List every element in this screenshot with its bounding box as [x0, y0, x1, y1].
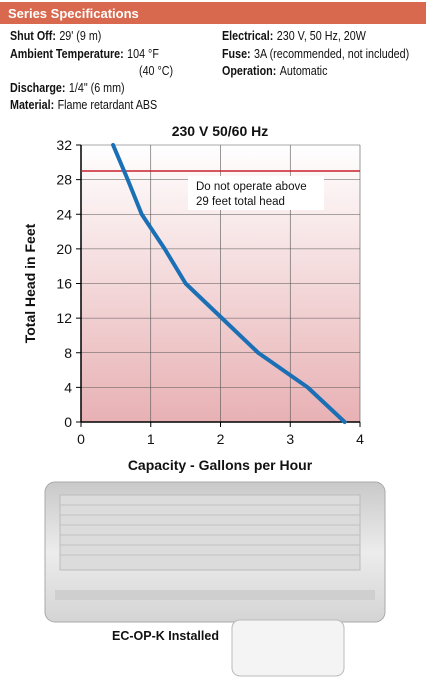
x-tick-label: 4: [356, 431, 364, 447]
specs: Shut Off: 29' (9 m) Ambient Temperature: 10…: [10, 29, 409, 112]
spec-line: Shut Off: 29' (9 m): [10, 29, 101, 43]
y-axis-label: Total Head in Feet: [22, 223, 38, 343]
y-tick-label: 0: [64, 414, 72, 430]
annotation: Do not operate above: [196, 181, 307, 193]
x-axis-label: Capacity - Gallons per Hour: [128, 457, 313, 473]
spec-line: Material: Flame retardant ABS: [10, 98, 157, 112]
spec-value: 104 °F: [127, 47, 159, 61]
spec-line: Fuse: 3A (recommended, not included): [222, 47, 409, 61]
spec-label: Fuse:: [222, 47, 251, 61]
spec-value: Flame retardant ABS: [58, 98, 158, 112]
chart-title: 230 V 50/60 Hz: [172, 123, 269, 139]
spec-label: Electrical:: [222, 29, 273, 43]
spec-line: (40 °C): [139, 64, 173, 78]
y-tick-label: 24: [56, 206, 72, 222]
spec-label: Material:: [10, 98, 54, 112]
annotation: 29 feet total head: [196, 196, 285, 208]
x-tick-label: 2: [217, 431, 225, 447]
x-tick-label: 3: [286, 431, 294, 447]
spec-value: 29' (9 m): [59, 29, 101, 43]
y-tick-label: 16: [56, 276, 72, 292]
spec-line: Electrical: 230 V, 50 Hz, 20W: [222, 29, 366, 43]
spec-line: Ambient Temperature: 104 °F: [10, 47, 159, 61]
ac-grille: [59, 494, 361, 571]
line-series: [111, 143, 347, 424]
header-bar: [0, 2, 426, 24]
y-tick-label: 4: [64, 379, 72, 395]
ac-vent: [55, 590, 375, 600]
spec-label: Ambient Temperature:: [10, 47, 124, 61]
spec-value: 230 V, 50 Hz, 20W: [277, 29, 366, 43]
header-title: Series Specifications: [8, 6, 139, 21]
photo-caption: EC-OP-K Installed: [112, 629, 219, 643]
spec-value: (40 °C): [139, 64, 173, 78]
pump-unit: [231, 619, 345, 677]
photo: EC-OP-K Installed: [44, 481, 386, 677]
spec-column: Electrical: 230 V, 50 Hz, 20W Fuse: 3A (rec…: [222, 29, 409, 78]
x-tick-label: 0: [77, 431, 85, 447]
spec-line: Operation: Automatic: [222, 64, 328, 78]
y-tick-label: 20: [56, 241, 72, 257]
y-tick-label: 8: [64, 345, 72, 361]
spec-label: Shut Off:: [10, 29, 56, 43]
spec-label: Discharge:: [10, 81, 65, 95]
y-tick-label: 12: [56, 310, 72, 326]
annotation-box: [188, 176, 324, 210]
x-tick-label: 1: [147, 431, 155, 447]
y-tick-label: 32: [56, 137, 72, 153]
spec-value: 1/4" (6 mm): [69, 81, 125, 95]
y-tick-label: 28: [56, 172, 72, 188]
spec-line: Discharge: 1/4" (6 mm): [10, 81, 125, 95]
spec-value: 3A (recommended, not included): [254, 47, 409, 61]
spec-label: Operation:: [222, 64, 276, 78]
spec-column: Shut Off: 29' (9 m) Ambient Temperature: 10…: [10, 29, 173, 112]
spec-value: Automatic: [280, 64, 328, 78]
